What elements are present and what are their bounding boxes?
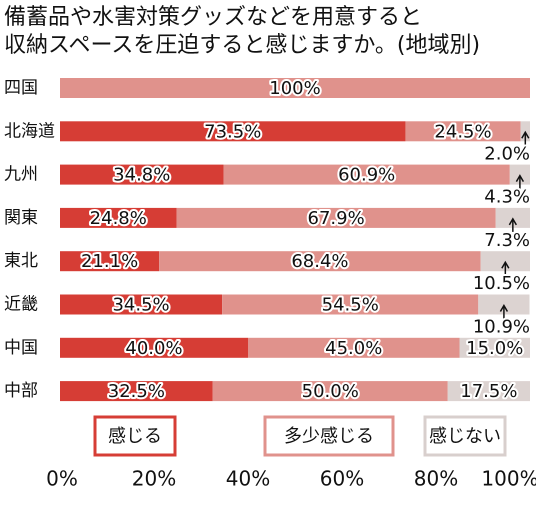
category-label: 関東: [4, 208, 38, 228]
bar-segment: [212, 381, 448, 402]
data-label: 60.9%: [338, 165, 395, 186]
callout-arrow: [499, 304, 509, 312]
x-tick-label: 40%: [226, 467, 270, 491]
callout-arrow: [521, 130, 530, 139]
callout-arrow: [515, 174, 525, 182]
data-label: 34.5%: [112, 295, 169, 316]
category-label: 九州: [4, 165, 38, 185]
legend-label: 感じない: [429, 426, 501, 447]
category-label: 四国: [4, 78, 38, 98]
bar-segment: [248, 337, 460, 358]
legend-label: 多少感じる: [284, 426, 374, 447]
category-label: 北海道: [4, 121, 55, 141]
legend-box: [263, 415, 395, 457]
category-label: 東北: [4, 251, 38, 271]
legend-box: [93, 415, 177, 457]
category-label: 近畿: [4, 295, 38, 315]
bar-segment: [223, 164, 510, 185]
x-tick-label: 20%: [132, 467, 176, 491]
chart-title: 備蓄品や水害対策グッズなどを用意すると: [4, 5, 422, 30]
data-label: 40.0%: [125, 338, 182, 359]
data-label: 100%: [269, 78, 320, 99]
bar-segment: [159, 251, 481, 272]
data-label: 21.1%: [81, 251, 138, 272]
bar-segment: [60, 121, 406, 142]
data-label: 2.0%: [484, 143, 530, 164]
data-label: 7.3%: [484, 230, 530, 251]
data-label: 73.5%: [204, 121, 261, 142]
bar-segment: [60, 337, 248, 358]
bar-segment: [447, 381, 530, 402]
data-label: 10.5%: [473, 273, 530, 294]
bar-segment: [60, 207, 177, 228]
data-label: 54.5%: [322, 295, 379, 316]
bar-segment: [60, 251, 160, 272]
chart-title: 収納スペースを圧迫すると感じますか。(地域別): [4, 33, 480, 58]
bar-segment: [60, 381, 213, 402]
callout-arrow: [508, 217, 517, 226]
data-label: 10.9%: [473, 317, 530, 338]
data-label: 17.5%: [460, 381, 517, 402]
category-label: 中部: [4, 381, 38, 401]
data-label: 24.5%: [434, 121, 491, 142]
x-tick-label: 80%: [414, 467, 458, 491]
bar-segment: [459, 337, 530, 358]
data-label: 24.8%: [90, 208, 147, 229]
bar-segment: [176, 207, 496, 228]
x-tick-label: 60%: [320, 467, 364, 491]
data-label: 50.0%: [302, 381, 359, 402]
data-label: 34.8%: [113, 165, 170, 186]
data-label: 68.4%: [291, 251, 348, 272]
data-label: 15.0%: [466, 338, 523, 359]
x-tick-label: 100%: [481, 467, 536, 491]
data-label: 45.0%: [325, 338, 382, 359]
data-label: 4.3%: [484, 187, 530, 208]
legend-box: [423, 415, 507, 457]
bar-segment: [60, 294, 223, 315]
bar-segment: [60, 78, 530, 98]
bar-segment: [222, 294, 479, 315]
x-tick-label: 0%: [46, 467, 78, 491]
callout-arrow: [501, 260, 510, 269]
data-label: 32.5%: [108, 381, 165, 402]
legend-label: 感じる: [108, 426, 162, 447]
category-label: 中国: [4, 338, 38, 358]
data-label: 67.9%: [308, 208, 365, 229]
bar-segment: [405, 121, 521, 142]
bar-segment: [60, 164, 224, 185]
